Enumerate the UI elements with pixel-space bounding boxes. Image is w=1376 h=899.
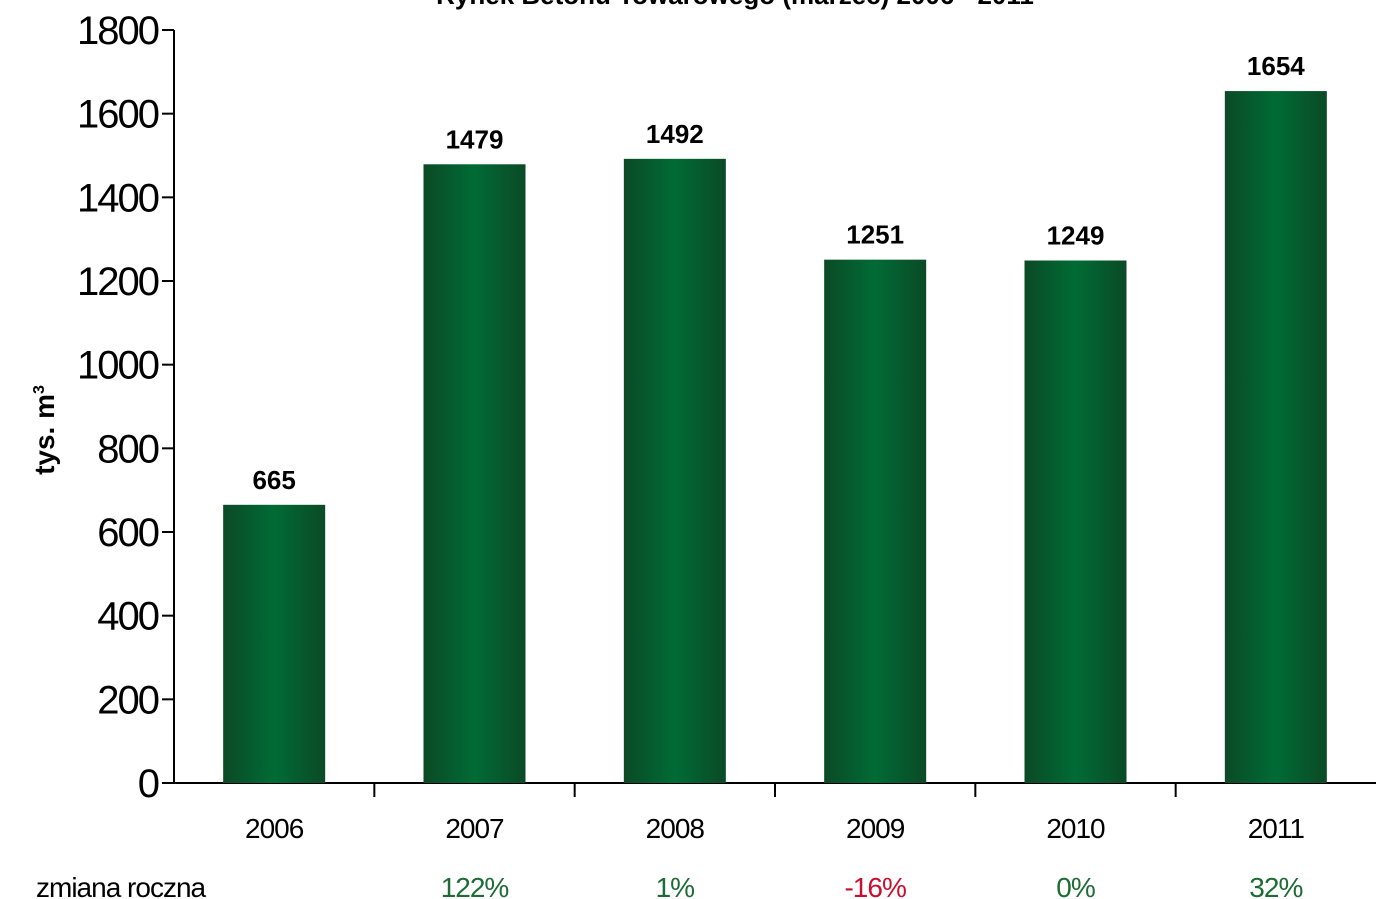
x-tick-label-2010: 2010	[1046, 813, 1105, 844]
axes	[162, 29, 1376, 797]
change-row-label: zmiana roczna	[36, 872, 207, 899]
y-axis-label-superscript: 3	[31, 385, 48, 394]
bars	[223, 91, 1327, 784]
y-tick-label: 0	[138, 762, 159, 806]
bar-2006	[223, 504, 326, 783]
y-tick-label: 1800	[77, 9, 159, 53]
data-label-2006: 665	[252, 465, 295, 495]
data-label-2007: 1479	[446, 124, 504, 154]
change-row: zmiana roczna 122% 1% -16% 0% 32%	[36, 872, 1303, 899]
data-label-2011: 1654	[1247, 51, 1305, 81]
y-tick-label: 1600	[77, 93, 159, 137]
y-tick-label: 200	[97, 678, 158, 722]
data-label-2010: 1249	[1047, 221, 1105, 251]
bar-2010	[1024, 260, 1127, 783]
y-tick-label: 1200	[77, 260, 159, 304]
y-tick-label: 400	[97, 595, 158, 639]
bar-2011	[1224, 91, 1327, 784]
y-tick-label: 1000	[77, 344, 159, 388]
y-tick-labels: 0 200 400 600 800 1000 1200 1400 1600 1800	[77, 9, 161, 806]
bar-2008	[623, 158, 726, 783]
bar-2009	[824, 259, 927, 783]
change-value-2009: -16%	[844, 872, 905, 899]
y-tick-label: 800	[97, 427, 158, 471]
change-value-2008: 1%	[656, 872, 695, 899]
y-tick-label: 600	[97, 511, 158, 555]
x-tick-labels: 2006 2007 2008 2009 2010 2011	[245, 813, 1305, 844]
x-tick-label-2006: 2006	[245, 813, 304, 844]
x-tick-label-2009: 2009	[846, 813, 905, 844]
change-value-2007: 122%	[441, 872, 509, 899]
x-tick-label-2007: 2007	[445, 813, 504, 844]
y-tick-label: 1400	[77, 176, 159, 220]
chart-title: Rynek Betonu Towarowego (marzec) 2006 - …	[436, 0, 1034, 10]
data-label-2008: 1492	[646, 119, 704, 149]
x-tick-label-2008: 2008	[646, 813, 705, 844]
x-tick-label-2011: 2011	[1248, 813, 1305, 844]
change-value-2010: 0%	[1056, 872, 1095, 899]
data-labels: 665 1479 1492 1251 1249 1654	[252, 51, 1305, 495]
change-value-2011: 32%	[1249, 872, 1302, 899]
y-axis-label-text: tys. m	[29, 394, 60, 475]
data-label-2009: 1251	[846, 220, 904, 250]
bar-2007	[423, 164, 526, 783]
y-axis-label: tys. m3	[29, 385, 60, 475]
